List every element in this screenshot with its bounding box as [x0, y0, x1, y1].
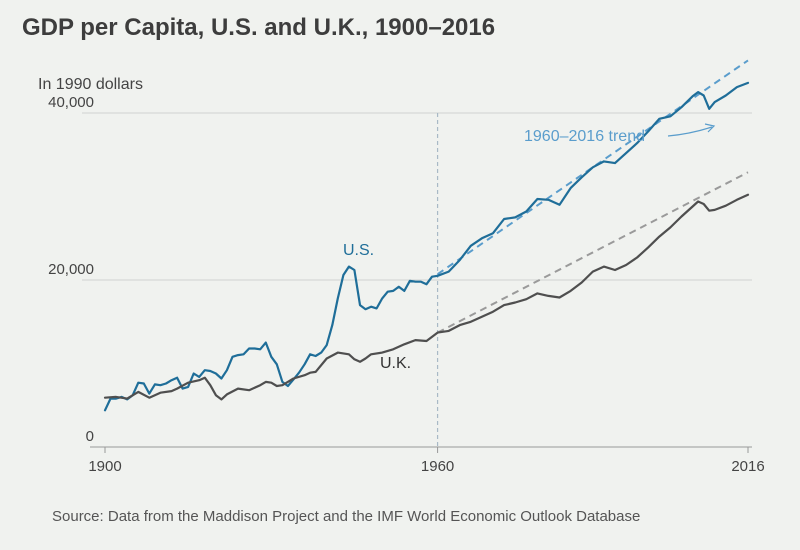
y-tick-label: 20,000 — [48, 261, 94, 278]
us-trend-line — [437, 59, 749, 275]
trend-annotation-label: 1960–2016 trend — [524, 128, 645, 145]
trend-annotation-arrow — [667, 126, 713, 137]
x-tick-label: 2016 — [731, 458, 764, 475]
y-tick-label: 40,000 — [48, 94, 94, 111]
uk-series-line — [103, 193, 750, 401]
trend-layer — [437, 59, 749, 334]
x-tick-label: 1960 — [421, 458, 454, 475]
us-series-label: U.S. — [343, 242, 374, 259]
source-note: Source: Data from the Maddison Project a… — [52, 508, 641, 525]
trend-annotation-arrowhead — [704, 123, 716, 133]
x-tick-label: 1900 — [88, 458, 121, 475]
uk-series-label: U.K. — [380, 355, 411, 372]
label-layer: U.S. U.K. 1960–2016 trend — [343, 123, 716, 372]
y-axis-unit-label: In 1990 dollars — [38, 76, 143, 93]
y-tick-label: 0 — [86, 428, 94, 445]
series-layer — [103, 81, 750, 412]
grid-layer — [82, 112, 752, 447]
uk-trend-line — [437, 171, 749, 334]
chart-title: GDP per Capita, U.S. and U.K., 1900–2016 — [22, 14, 496, 41]
axis-layer: 0 20,000 40,000 1900 1960 2016 — [48, 94, 765, 475]
us-series-line — [103, 81, 750, 412]
